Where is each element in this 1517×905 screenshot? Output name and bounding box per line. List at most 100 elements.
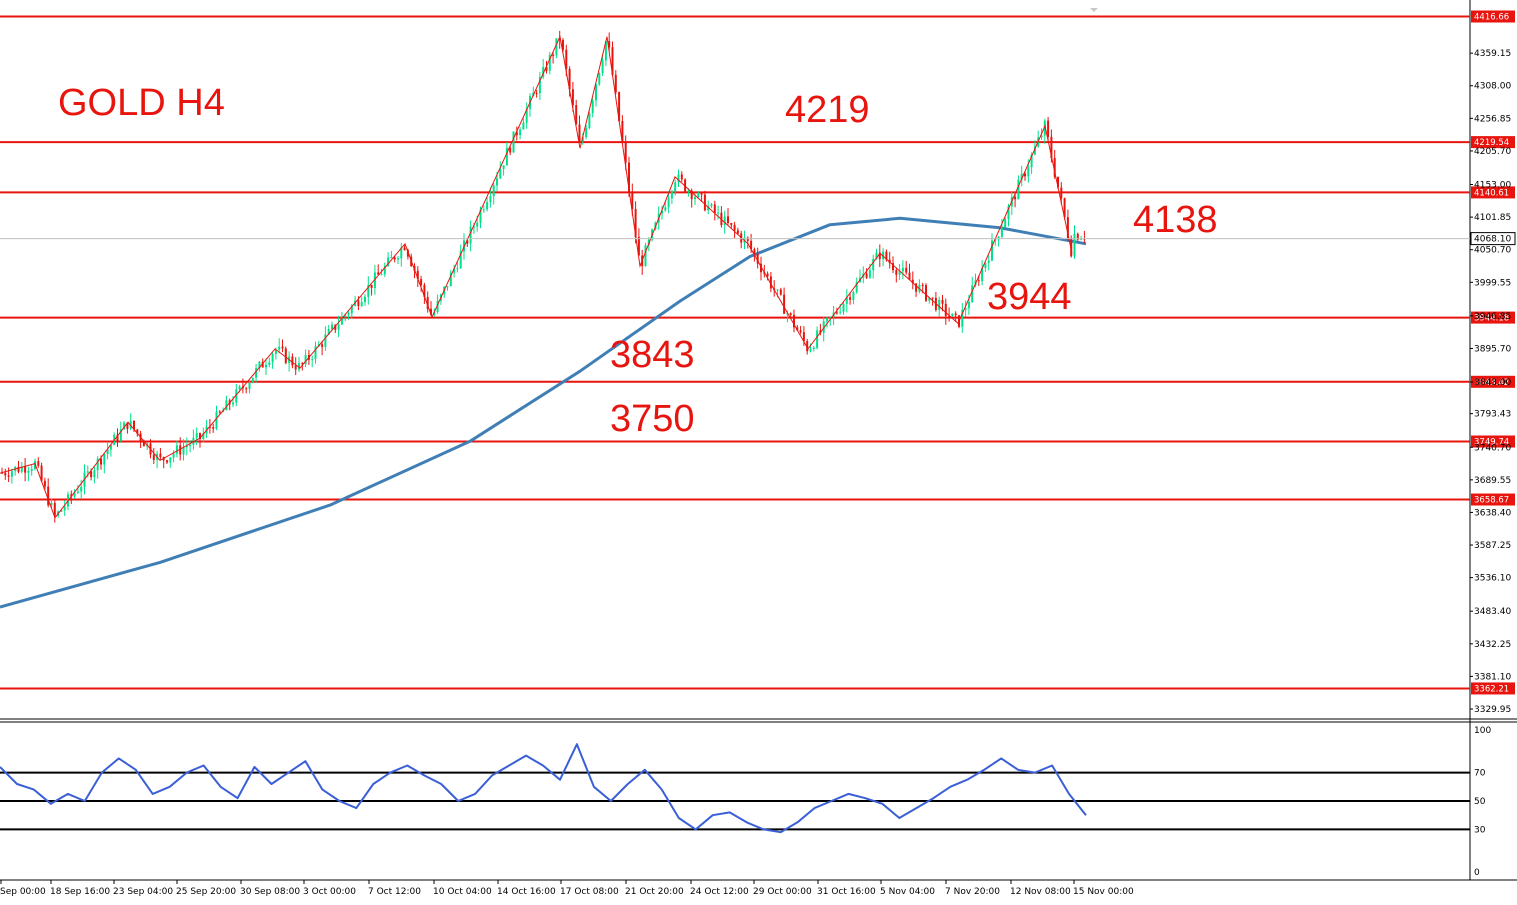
candle-body xyxy=(1076,233,1079,240)
candle-body xyxy=(1020,173,1023,180)
candle-body xyxy=(595,84,597,101)
candle-body xyxy=(895,270,898,275)
time-tick-label: 25 Sep 20:00 xyxy=(176,887,236,897)
level-tag xyxy=(1471,10,1515,23)
price-tick-label: 3793.43 xyxy=(1474,410,1511,420)
candle-body xyxy=(284,348,287,363)
candle-body xyxy=(126,422,129,429)
time-tick-label: 18 Sep 16:00 xyxy=(50,887,110,897)
candle-body xyxy=(1057,176,1059,188)
candle-body xyxy=(218,411,221,413)
candle-body xyxy=(472,226,475,228)
level-tag xyxy=(1471,186,1515,199)
candle-body xyxy=(624,141,627,163)
candle-body xyxy=(446,286,449,288)
candle-body xyxy=(717,212,720,214)
price-tick-label: 3483.40 xyxy=(1474,607,1511,617)
candle-body xyxy=(885,251,888,260)
candle-body xyxy=(852,292,855,300)
candle-body xyxy=(265,364,267,368)
candle-body xyxy=(324,334,327,347)
candle-body xyxy=(525,108,528,123)
candle-body xyxy=(136,429,139,434)
candle-body xyxy=(581,137,584,142)
time-tick-label: 15 Nov 00:00 xyxy=(1073,887,1134,897)
candle-body xyxy=(426,296,429,309)
candle-body xyxy=(882,251,885,260)
rsi-level-label: 30 xyxy=(1474,825,1486,835)
candle-body xyxy=(364,296,366,302)
candle-body xyxy=(403,247,406,251)
candle-body xyxy=(944,303,947,316)
candle-body xyxy=(588,112,591,128)
candle-body xyxy=(730,222,733,225)
candle-body xyxy=(100,458,102,465)
candle-body xyxy=(298,363,300,370)
candle-body xyxy=(713,204,716,214)
candle-body xyxy=(258,361,261,369)
candle-body xyxy=(251,377,254,383)
time-tick-label: 12 Nov 08:00 xyxy=(1010,887,1071,897)
candle-body xyxy=(845,297,848,304)
candle-body xyxy=(849,297,852,300)
price-tick-label: 4205.70 xyxy=(1474,147,1511,157)
level-annotation: 4138 xyxy=(1133,199,1218,241)
time-tick-label: 14 Oct 16:00 xyxy=(497,887,556,897)
candle-body xyxy=(951,313,954,317)
candle-body xyxy=(901,267,904,272)
candle-body xyxy=(545,66,548,71)
candle-body xyxy=(377,272,380,275)
candle-body xyxy=(598,73,601,85)
candle-body xyxy=(776,289,779,291)
candle-body xyxy=(1004,219,1007,228)
candle-body xyxy=(766,273,769,277)
candle-body xyxy=(261,361,264,368)
candle-body xyxy=(809,349,812,352)
candle-body xyxy=(499,168,502,179)
candle-body xyxy=(1000,227,1003,237)
price-tick-label: 3381.10 xyxy=(1474,672,1511,682)
candle-body xyxy=(53,502,56,516)
candle-body xyxy=(235,389,238,403)
level-tag-label: 4140.61 xyxy=(1474,188,1509,198)
candle-body xyxy=(548,54,551,71)
candle-body xyxy=(334,324,337,330)
candle-body xyxy=(436,300,439,313)
candle-body xyxy=(733,224,736,231)
candle-body xyxy=(842,303,845,312)
price-tick-label: 3946.85 xyxy=(1474,312,1511,322)
candle-body xyxy=(347,313,350,316)
candle-body xyxy=(802,332,805,342)
candle-body xyxy=(380,274,383,276)
rsi-level-label: 70 xyxy=(1474,769,1486,779)
candle-body xyxy=(90,471,93,478)
candle-body xyxy=(175,445,178,454)
candle-body xyxy=(991,240,993,261)
candle-body xyxy=(938,299,941,310)
candle-body xyxy=(1043,120,1046,136)
candle-body xyxy=(585,127,588,138)
price-tick-label: 3843.00 xyxy=(1474,378,1511,388)
candle-body xyxy=(822,321,825,333)
candle-body xyxy=(1040,135,1043,138)
candle-body xyxy=(202,433,205,439)
candle-body xyxy=(76,491,79,493)
candle-body xyxy=(476,222,479,227)
candle-body xyxy=(453,268,456,273)
candle-body xyxy=(281,346,284,349)
candle-body xyxy=(420,279,423,286)
candle-body xyxy=(373,272,376,288)
candle-body xyxy=(977,280,980,282)
candle-body xyxy=(449,272,452,287)
candle-body xyxy=(925,285,927,301)
level-tag xyxy=(1471,311,1515,324)
time-tick-label: 3 Oct 00:00 xyxy=(303,887,356,897)
candle-body xyxy=(961,309,964,327)
candle-body xyxy=(644,245,647,267)
candle-body xyxy=(637,236,640,256)
candle-body xyxy=(43,480,46,487)
candle-body xyxy=(1017,179,1020,200)
candle-body xyxy=(350,305,353,314)
candle-body xyxy=(631,191,634,210)
price-tick-label: 4153.00 xyxy=(1474,181,1511,191)
